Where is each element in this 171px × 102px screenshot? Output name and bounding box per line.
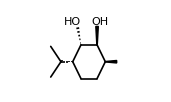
Text: HO: HO [64,17,81,27]
Text: OH: OH [92,17,109,27]
Polygon shape [105,60,117,63]
Polygon shape [96,26,98,45]
